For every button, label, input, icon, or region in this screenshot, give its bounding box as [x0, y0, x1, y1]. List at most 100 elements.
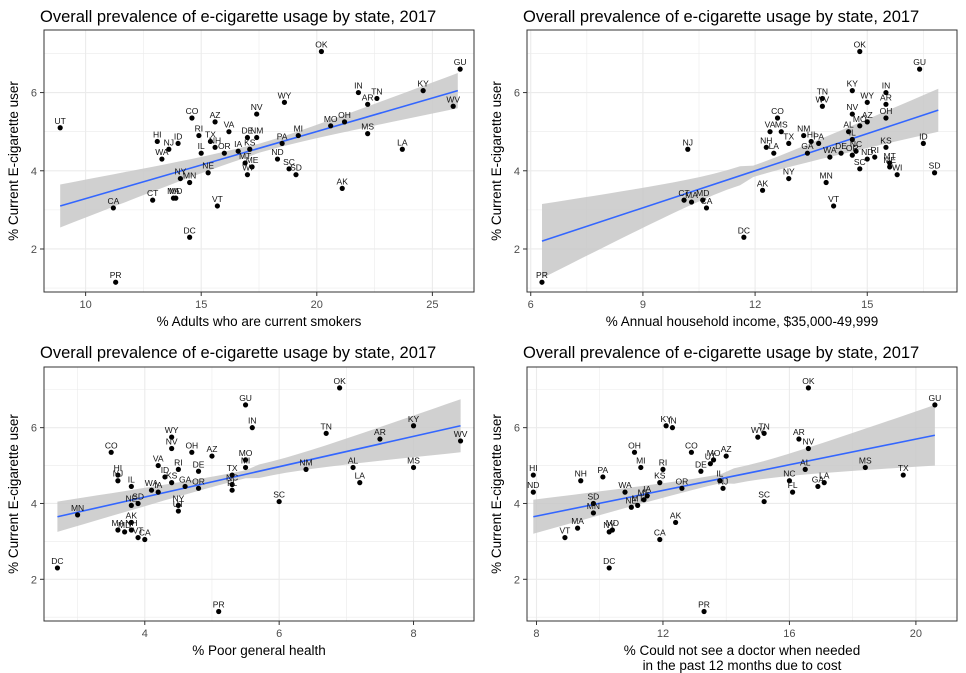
data-point-md	[173, 195, 179, 201]
point-label-az: AZ	[862, 110, 873, 120]
data-point-la	[399, 146, 405, 152]
point-label-co: CO	[685, 440, 698, 450]
data-point-nc	[229, 481, 235, 488]
point-label-ar: AR	[880, 92, 892, 102]
data-point-ga	[804, 150, 811, 156]
point-label-me: ME	[638, 488, 651, 498]
point-label-ms: MS	[775, 120, 788, 130]
point-label-ky: KY	[660, 414, 672, 424]
point-label-nc: NC	[783, 469, 795, 479]
data-point-mn	[187, 179, 193, 186]
data-point-ak	[128, 519, 134, 526]
data-point-la	[821, 480, 827, 486]
data-point-de	[244, 134, 251, 141]
data-point-dc	[741, 234, 747, 240]
point-label-mo: MO	[324, 114, 338, 124]
point-label-ar: AR	[362, 92, 374, 102]
point-label-vt: VT	[212, 194, 223, 204]
point-label-ok: OK	[802, 376, 815, 386]
point-label-nh: NH	[575, 469, 587, 479]
data-point-ri	[660, 466, 666, 472]
point-label-la: LA	[355, 471, 366, 481]
point-label-nh: NH	[760, 135, 772, 145]
data-point-mi	[242, 464, 249, 471]
point-label-ny: NY	[603, 520, 615, 530]
point-label-mi: MI	[636, 455, 645, 465]
panel-title: Overall prevalence of e-cigarette usage …	[40, 344, 436, 362]
data-point-ca	[703, 205, 710, 211]
data-point-nh	[763, 144, 769, 150]
x-tick-label: 10	[79, 299, 91, 311]
point-label-ne: NE	[125, 493, 137, 503]
point-label-mt: MT	[884, 151, 896, 161]
point-label-pr: PR	[213, 600, 225, 610]
data-point-sc	[761, 498, 767, 505]
x-tick-label: 12	[749, 299, 761, 311]
data-point-mi	[295, 132, 301, 139]
data-point-ma	[115, 527, 121, 533]
point-label-dc: DC	[738, 225, 750, 235]
y-tick-label: 2	[31, 244, 37, 256]
data-point-la	[357, 480, 363, 486]
x-tick-label: 16	[783, 628, 795, 640]
data-point-tx	[229, 472, 235, 478]
panel-title: Overall prevalence of e-cigarette usage …	[523, 8, 919, 26]
data-point-mo	[710, 457, 717, 463]
data-point-pr	[701, 608, 707, 615]
data-point-al	[845, 129, 852, 135]
point-label-sc: SC	[854, 157, 866, 167]
point-label-ks: KS	[244, 137, 256, 147]
data-point-ar	[377, 436, 383, 442]
point-label-ms: MS	[859, 455, 872, 465]
point-label-nc: NC	[850, 139, 862, 149]
point-label-co: CO	[105, 440, 118, 450]
point-label-nv: NV	[802, 437, 814, 447]
point-label-ks: KS	[880, 135, 892, 145]
data-point-sd	[293, 172, 299, 178]
point-label-la: LA	[819, 471, 830, 481]
data-point-nc	[853, 148, 859, 154]
data-point-ks	[247, 146, 253, 152]
data-point-ky	[420, 88, 426, 94]
data-point-dc	[54, 565, 61, 571]
data-point-al	[802, 466, 808, 472]
point-label-gu: GU	[454, 57, 467, 67]
data-point-ks	[657, 480, 663, 486]
point-label-ia: IA	[234, 139, 242, 149]
data-point-la	[771, 150, 777, 156]
data-point-ma	[688, 199, 695, 205]
data-point-az	[723, 453, 729, 459]
y-tick-label: 6	[514, 423, 520, 435]
data-point-ny	[177, 175, 183, 182]
point-label-ms: MS	[407, 455, 420, 465]
point-label-az: AZ	[207, 444, 218, 454]
point-label-nj: NJ	[718, 476, 728, 486]
data-point-ut	[707, 461, 713, 467]
data-point-hi	[115, 472, 121, 478]
data-point-vt	[831, 203, 837, 209]
x-tick-label: 25	[426, 299, 438, 311]
data-point-mt	[887, 160, 893, 166]
point-label-wy: WY	[165, 425, 179, 435]
point-label-nd: ND	[271, 147, 283, 157]
point-label-md: MD	[118, 520, 131, 530]
point-label-wv: WV	[454, 429, 468, 439]
point-label-mo: MO	[239, 448, 253, 458]
point-label-nj: NJ	[113, 469, 123, 479]
plot-frame	[43, 29, 475, 293]
data-point-ak	[339, 185, 345, 191]
point-label-me: ME	[246, 155, 259, 165]
point-label-ok: OK	[854, 40, 867, 50]
data-point-il	[128, 483, 134, 490]
data-point-ct	[150, 197, 156, 203]
x-axis-label: % Adults who are current smokers	[157, 314, 362, 329]
point-label-ri: RI	[195, 124, 204, 134]
point-label-ms: MS	[361, 122, 374, 132]
point-label-in: IN	[248, 416, 257, 426]
data-point-vt	[135, 534, 141, 541]
data-point-pr	[216, 608, 222, 615]
point-label-nd: ND	[527, 480, 539, 490]
data-point-tn	[819, 95, 825, 102]
data-point-wy	[281, 99, 288, 105]
y-tick-label: 2	[31, 574, 37, 586]
